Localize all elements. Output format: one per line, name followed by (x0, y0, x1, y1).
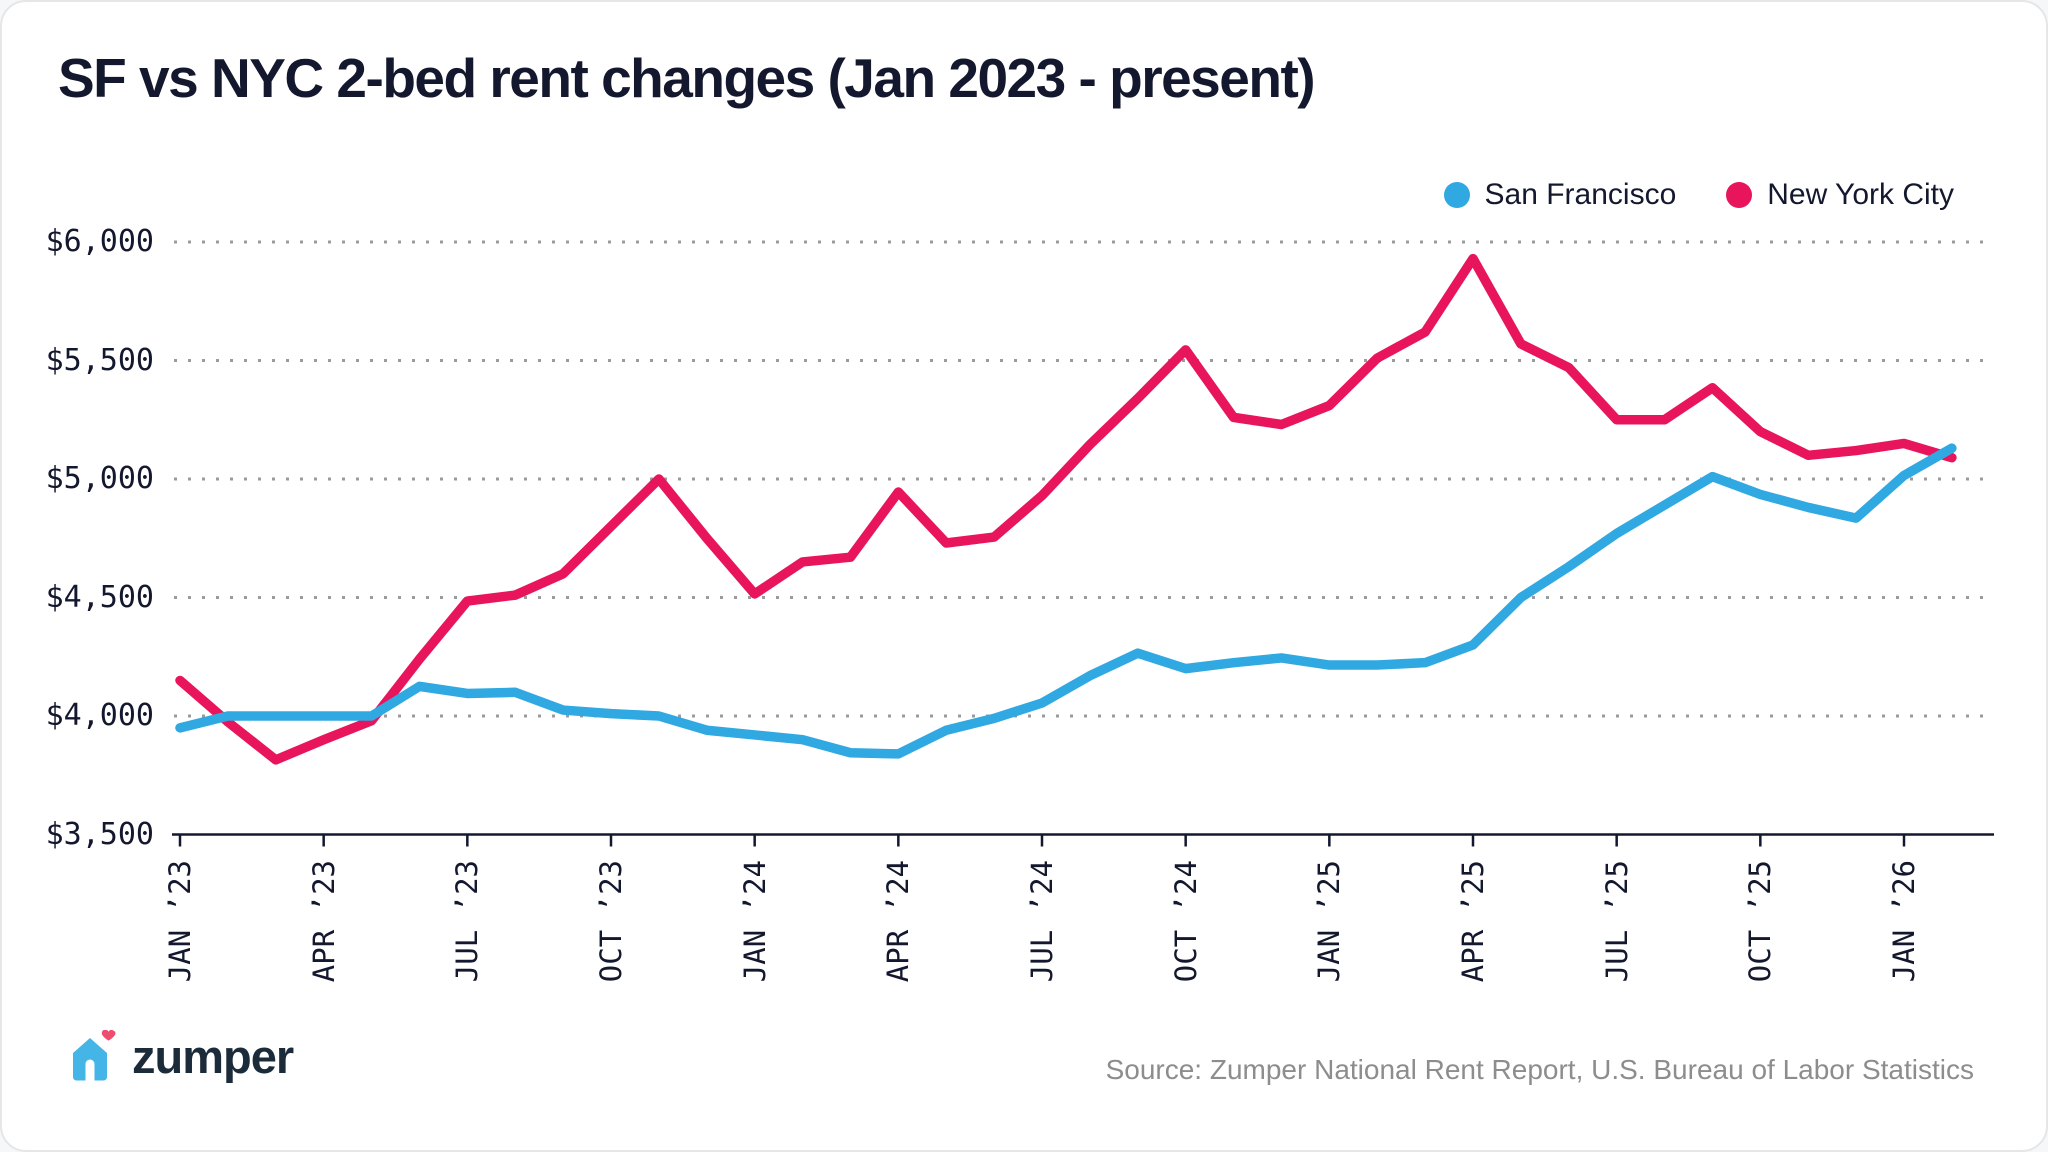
x-tick-label: APR ’24 (881, 860, 916, 983)
logo-heart-icon (101, 1030, 116, 1041)
legend: San Francisco New York City (1443, 178, 1954, 212)
x-tick-label: JUL ’24 (1025, 860, 1059, 983)
line-new-york-city (175, 253, 1957, 765)
y-tick-label: $4,000 (45, 698, 154, 733)
x-tick-label: JUL ’23 (450, 860, 485, 983)
san-francisco-dot-icon (1443, 182, 1470, 208)
x-tick-label: OCT ’23 (594, 860, 628, 983)
y-tick-label: $6,000 (45, 224, 154, 259)
logo-house-body (73, 1038, 107, 1081)
line-san-francisco (175, 443, 1957, 759)
y-tick-label: $4,500 (45, 579, 154, 615)
legend-label-san-francisco: San Francisco (1484, 178, 1677, 211)
chart-title: SF vs NYC 2-bed rent changes (Jan 2023 -… (58, 47, 1316, 109)
logo-house-door (85, 1059, 95, 1081)
zumper-wordmark: zumper (132, 1030, 294, 1083)
x-tick-label: APR ’25 (1456, 860, 1490, 983)
legend-item-san-francisco: San Francisco (1443, 178, 1677, 212)
y-tick-label: $5,500 (45, 342, 154, 378)
legend-item-new-york-city: New York City (1726, 178, 1954, 212)
x-tick-label: JAN ’24 (737, 860, 772, 983)
source-text: Source: Zumper National Rent Report, U.S… (1105, 1054, 1974, 1085)
x-tick-label: JAN ’23 (163, 860, 197, 983)
x-tick-label: APR ’23 (306, 860, 341, 983)
x-tick-label: OCT ’24 (1168, 860, 1203, 983)
zumper-logo: zumper (72, 1030, 294, 1083)
y-tick-label: $3,500 (45, 816, 154, 852)
new-york-city-dot-icon (1726, 182, 1753, 208)
legend-label-new-york-city: New York City (1767, 178, 1954, 211)
x-tick-label: JAN ’26 (1887, 860, 1921, 983)
y-tick-label: $5,000 (45, 461, 154, 496)
zumper-house-icon (73, 1030, 116, 1081)
x-tick-label: OCT ’25 (1743, 860, 1778, 983)
x-tick-label: JAN ’25 (1312, 860, 1347, 983)
x-tick-label: JUL ’25 (1599, 860, 1634, 983)
